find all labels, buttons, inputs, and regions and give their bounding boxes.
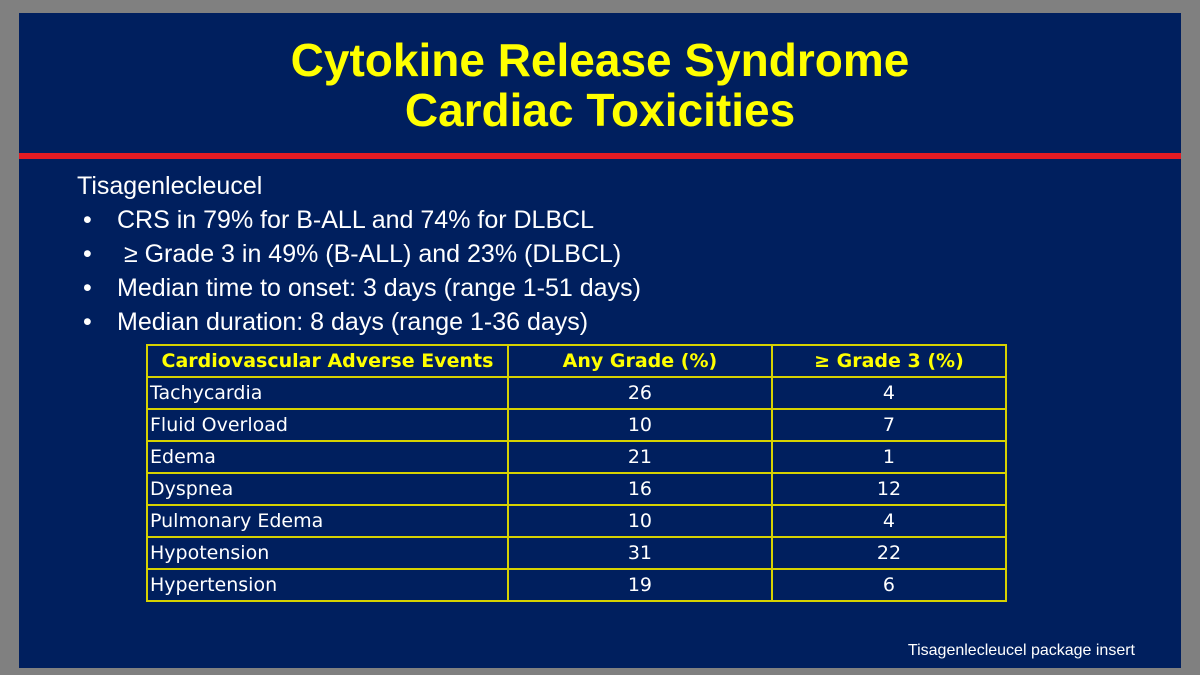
drug-heading: Tisagenlecleucel: [77, 172, 263, 200]
grade-3-value: 4: [770, 376, 1008, 410]
table-row: Hypertension 19 6: [146, 568, 1008, 602]
bullet-icon: •: [83, 308, 92, 336]
bullet-item: • Median time to onset: 3 days (range 1-5…: [77, 271, 641, 305]
any-grade-value: 31: [506, 536, 773, 570]
bullet-icon: •: [83, 274, 92, 302]
bullet-text: Median time to onset: 3 days (range 1-51…: [117, 274, 641, 302]
title-line-1: Cytokine Release Syndrome: [290, 34, 910, 86]
grade-3-value: 12: [770, 472, 1008, 506]
bullet-item: • ≥ Grade 3 in 49% (B-ALL) and 23% (DLBC…: [77, 237, 641, 271]
any-grade-value: 26: [506, 376, 773, 410]
table-row: Pulmonary Edema 10 4: [146, 504, 1008, 538]
any-grade-value: 21: [506, 440, 773, 474]
column-header-grade-3: ≥ Grade 3 (%): [770, 344, 1008, 378]
event-name: Hypertension: [146, 568, 509, 602]
any-grade-value: 16: [506, 472, 773, 506]
event-name: Dyspnea: [146, 472, 509, 506]
table-row: Dyspnea 16 12: [146, 472, 1008, 506]
adverse-events-table: Cardiovascular Adverse Events Any Grade …: [146, 344, 1008, 602]
event-name: Hypotension: [146, 536, 509, 570]
body-text: Tisagenlecleucel • CRS in 79% for B-ALL a…: [77, 169, 641, 339]
table-header-row: Cardiovascular Adverse Events Any Grade …: [146, 344, 1008, 378]
slide: Cytokine Release Syndrome Cardiac Toxici…: [19, 13, 1181, 668]
slide-title: Cytokine Release Syndrome Cardiac Toxici…: [19, 35, 1181, 135]
any-grade-value: 19: [506, 568, 773, 602]
table-row: Tachycardia 26 4: [146, 376, 1008, 410]
event-name: Tachycardia: [146, 376, 509, 410]
bullet-item: • CRS in 79% for B-ALL and 74% for DLBCL: [77, 203, 641, 237]
bullet-icon: •: [83, 240, 92, 268]
grade-3-value: 7: [770, 408, 1008, 442]
event-name: Pulmonary Edema: [146, 504, 509, 538]
event-name: Edema: [146, 440, 509, 474]
title-line-2: Cardiac Toxicities: [404, 84, 796, 136]
any-grade-value: 10: [506, 504, 773, 538]
grade-3-value: 22: [770, 536, 1008, 570]
column-header-event: Cardiovascular Adverse Events: [146, 344, 509, 378]
any-grade-value: 10: [506, 408, 773, 442]
grade-3-value: 6: [770, 568, 1008, 602]
bullet-item: • Median duration: 8 days (range 1-36 day…: [77, 305, 641, 339]
column-header-any-grade: Any Grade (%): [506, 344, 773, 378]
table-row: Hypotension 31 22: [146, 536, 1008, 570]
table-row: Fluid Overload 10 7: [146, 408, 1008, 442]
bullet-icon: •: [83, 206, 92, 234]
source-citation: Tisagenlecleucel package insert: [907, 642, 1135, 659]
event-name: Fluid Overload: [146, 408, 509, 442]
table-row: Edema 21 1: [146, 440, 1008, 474]
title-divider: [19, 153, 1181, 159]
bullet-text: ≥ Grade 3 in 49% (B-ALL) and 23% (DLBCL): [117, 240, 622, 268]
grade-3-value: 4: [770, 504, 1008, 538]
bullet-text: Median duration: 8 days (range 1-36 days…: [117, 308, 589, 336]
grade-3-value: 1: [770, 440, 1008, 474]
bullet-text: CRS in 79% for B-ALL and 74% for DLBCL: [117, 206, 595, 234]
